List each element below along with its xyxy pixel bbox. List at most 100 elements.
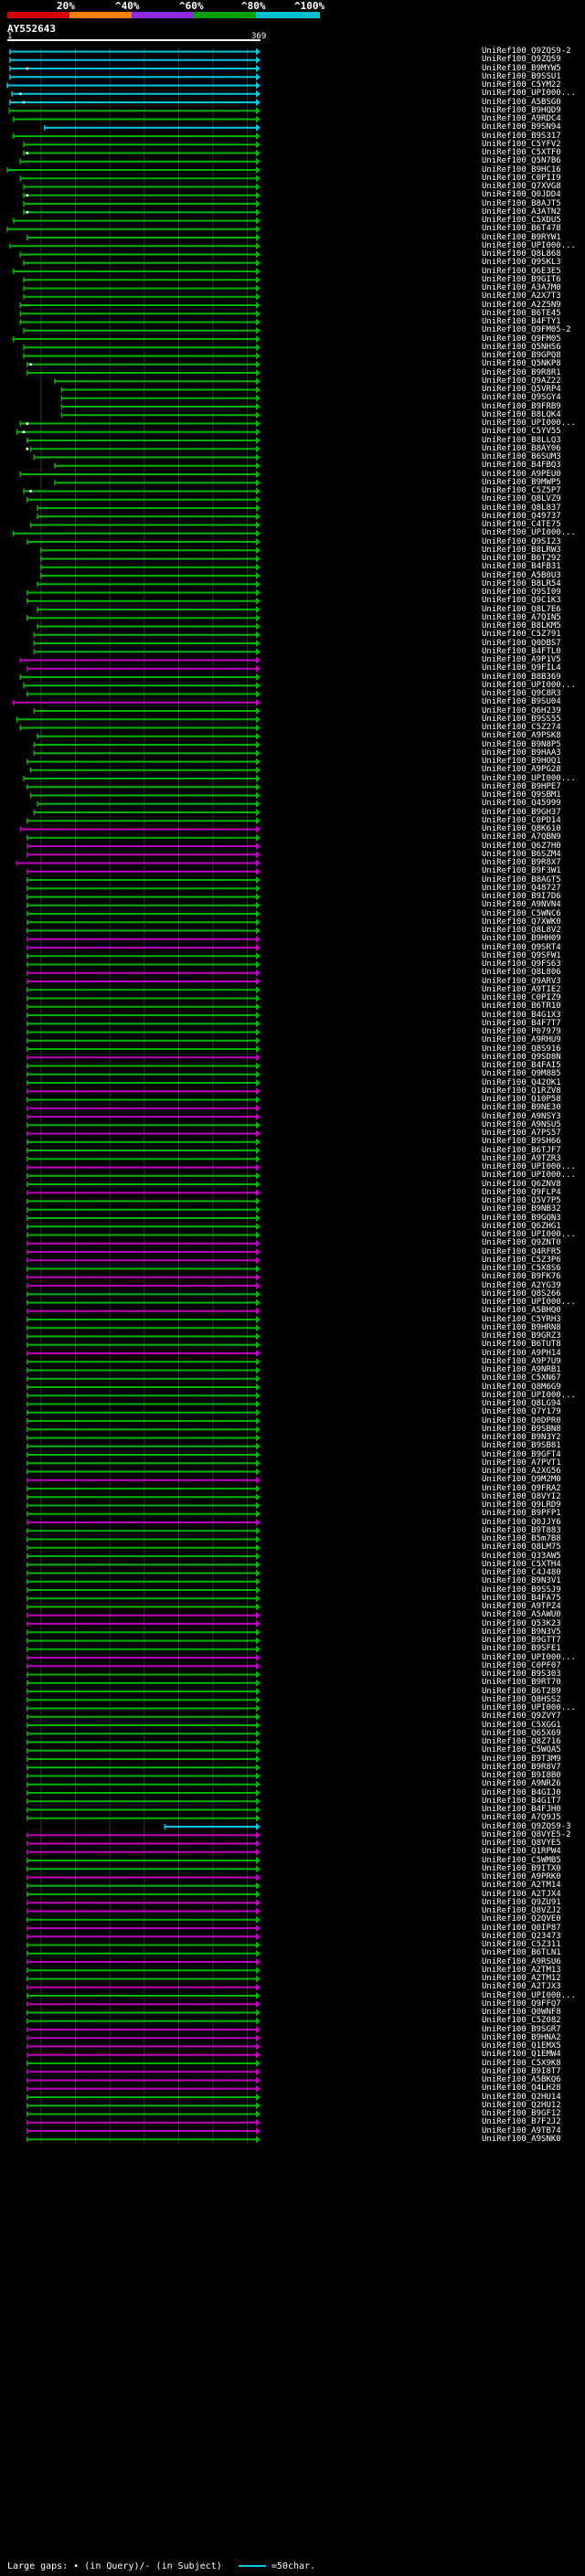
hit-label[interactable]: UniRef100_C5XN67 xyxy=(482,1373,561,1383)
hit-label[interactable]: UniRef100_A2TM12 xyxy=(482,1974,561,1983)
hit-label[interactable]: UniRef100_Q9C1K3 xyxy=(482,596,561,606)
hit-label[interactable]: UniRef100_C0PD14 xyxy=(482,815,561,825)
hit-label[interactable]: UniRef100_B9ITX0 xyxy=(482,1863,561,1873)
hit-label[interactable]: UniRef100_Q8LM75 xyxy=(482,1542,561,1553)
hit-label[interactable]: UniRef100_Q9SBM1 xyxy=(482,790,561,800)
hit-label[interactable]: UniRef100_A9RHU9 xyxy=(482,1035,561,1045)
hit-label[interactable]: UniRef100_Q9ZNT0 xyxy=(482,1238,561,1248)
hit-label[interactable]: UniRef100_Q9SGY4 xyxy=(482,393,561,403)
hit-label[interactable]: UniRef100_B6TR10 xyxy=(482,1002,561,1012)
hit-label[interactable]: UniRef100_B9N3V5 xyxy=(482,1627,561,1637)
hit-label[interactable]: UniRef100_Q65X69 xyxy=(482,1728,561,1738)
hit-label[interactable]: UniRef100_A2Z5N9 xyxy=(482,300,561,310)
hit-label[interactable]: UniRef100_Q9ZVY7 xyxy=(482,1712,561,1722)
hit-label[interactable]: UniRef100_A9TZR3 xyxy=(482,1153,561,1163)
hit-label[interactable]: UniRef100_Q8VYE5 xyxy=(482,1839,561,1848)
hit-label[interactable]: UniRef100_Q9LRD9 xyxy=(482,1500,561,1510)
hit-label[interactable]: UniRef100_A2TJX4 xyxy=(482,1889,561,1899)
hit-label[interactable]: UniRef100_A5AWU0 xyxy=(482,1610,561,1620)
hit-label[interactable]: UniRef100_A2TJX3 xyxy=(482,1982,561,1992)
hit-label[interactable]: UniRef100_A5BSG0 xyxy=(482,97,561,107)
hit-label[interactable]: UniRef100_Q8L7E6 xyxy=(482,604,561,614)
hit-label[interactable]: UniRef100_UPI000... xyxy=(482,1162,576,1171)
hit-label[interactable]: UniRef100_B6SUM3 xyxy=(482,452,561,461)
hit-label[interactable]: UniRef100_B9FK76 xyxy=(482,1272,561,1282)
hit-label[interactable]: UniRef100_A9TIE2 xyxy=(482,984,561,994)
hit-label[interactable]: UniRef100_B9HAA3 xyxy=(482,747,561,758)
hit-label[interactable]: UniRef100_Q8LG94 xyxy=(482,1399,561,1408)
hit-label[interactable]: UniRef100_B8LR54 xyxy=(482,578,561,588)
hit-label[interactable]: UniRef100_Q9SI09 xyxy=(482,588,561,597)
hit-label[interactable]: UniRef100_Q4RFR5 xyxy=(482,1246,561,1256)
hit-label[interactable]: UniRef100_A9NSY3 xyxy=(482,1111,561,1121)
hit-label[interactable]: UniRef100_Q9SRT4 xyxy=(482,942,561,952)
hit-label[interactable]: UniRef100_Q53K23 xyxy=(482,1618,561,1628)
hit-label[interactable]: UniRef100_Q9FRA2 xyxy=(482,1483,561,1493)
hit-label[interactable]: UniRef100_B9HH09 xyxy=(482,934,561,944)
hit-label[interactable]: UniRef100_B9GF12 xyxy=(482,2109,561,2118)
hit-label[interactable]: UniRef100_Q9M2M0 xyxy=(482,1475,561,1485)
hit-label[interactable]: UniRef100_A2YG39 xyxy=(482,1280,561,1290)
hit-label[interactable]: UniRef100_C5XTF0 xyxy=(482,148,561,157)
hit-label[interactable]: UniRef100_Q9AZ22 xyxy=(482,376,561,386)
hit-label[interactable]: UniRef100_A5BHQ0 xyxy=(482,1306,561,1316)
hit-label[interactable]: UniRef100_B8AJT5 xyxy=(482,198,561,208)
hit-label[interactable]: UniRef100_Q33AW5 xyxy=(482,1551,561,1561)
hit-label[interactable]: UniRef100_C5YRH3 xyxy=(482,1314,561,1324)
hit-label[interactable]: UniRef100_B9GQN3 xyxy=(482,1213,561,1223)
hit-label[interactable]: UniRef100_B8LKM5 xyxy=(482,621,561,631)
hit-label[interactable]: UniRef100_B4FJH0 xyxy=(482,1805,561,1814)
hit-label[interactable]: UniRef100_A9RDC4 xyxy=(482,114,561,123)
hit-label[interactable]: UniRef100_Q9SI23 xyxy=(482,536,561,546)
hit-label[interactable]: UniRef100_B9I8T7 xyxy=(482,2066,561,2076)
hit-label[interactable]: UniRef100_Q0DBS7 xyxy=(482,638,561,648)
hit-label[interactable]: UniRef100_A9NSU5 xyxy=(482,1119,561,1129)
hit-label[interactable]: UniRef100_C0PII9 xyxy=(482,173,561,183)
hit-label[interactable]: UniRef100_Q9C8R3 xyxy=(482,689,561,698)
hit-label[interactable]: UniRef100_Q1RPW4 xyxy=(482,1847,561,1857)
hit-label[interactable]: UniRef100_Q7XWK0 xyxy=(482,917,561,927)
hit-label[interactable]: UniRef100_A9PH14 xyxy=(482,1348,561,1358)
hit-label[interactable]: UniRef100_B9FRB9 xyxy=(482,401,561,411)
hit-label[interactable]: UniRef100_B4F7T7 xyxy=(482,1018,561,1028)
hit-label[interactable]: UniRef100_Q45999 xyxy=(482,799,561,809)
hit-label[interactable]: UniRef100_B9SB81 xyxy=(482,1441,561,1451)
hit-label[interactable]: UniRef100_A9PSK8 xyxy=(482,731,561,741)
hit-label[interactable]: UniRef100_A9SNK0 xyxy=(482,2134,561,2144)
hit-label[interactable]: UniRef100_Q0JDD4 xyxy=(482,190,561,200)
hit-label[interactable]: UniRef100_Q7XVG8 xyxy=(482,182,561,191)
hit-label[interactable]: UniRef100_P07979 xyxy=(482,1027,561,1036)
hit-label[interactable]: UniRef100_B9HPE7 xyxy=(482,781,561,791)
hit-label[interactable]: UniRef100_A2TM13 xyxy=(482,1965,561,1975)
hit-label[interactable]: UniRef100_Q10P58 xyxy=(482,1095,561,1104)
hit-label[interactable]: UniRef100_Q2HU14 xyxy=(482,2092,561,2102)
hit-label[interactable]: UniRef100_Q9SD8N xyxy=(482,1052,561,1062)
hit-label[interactable]: UniRef100_B9GIT6 xyxy=(482,274,561,284)
hit-label[interactable]: UniRef100_Q8M6G9 xyxy=(482,1382,561,1392)
hit-label[interactable]: UniRef100_Q1EMW4 xyxy=(482,2050,561,2060)
hit-label[interactable]: UniRef100_UPI000... xyxy=(482,1230,576,1239)
hit-label[interactable]: UniRef100_B4G1X3 xyxy=(482,1010,561,1020)
hit-label[interactable]: UniRef100_A9P7U9 xyxy=(482,1356,561,1366)
hit-label[interactable]: UniRef100_UPI000... xyxy=(482,773,576,783)
hit-label[interactable]: UniRef100_B9HNA2 xyxy=(482,2032,561,2042)
hit-label[interactable]: UniRef100_B9HOQ1 xyxy=(482,757,561,766)
hit-label[interactable]: UniRef100_UPI000... xyxy=(482,1703,576,1712)
hit-label[interactable]: UniRef100_A7QBN9 xyxy=(482,832,561,843)
hit-label[interactable]: UniRef100_Q8L8V2 xyxy=(482,926,561,935)
hit-label[interactable]: UniRef100_B9HRN8 xyxy=(482,1322,561,1332)
hit-label[interactable]: UniRef100_Q9FM05-2 xyxy=(482,325,571,335)
hit-label[interactable]: UniRef100_Q8LVZ9 xyxy=(482,494,561,504)
hit-label[interactable]: UniRef100_Q5VRP4 xyxy=(482,385,561,394)
hit-label[interactable]: UniRef100_Q6ZNV8 xyxy=(482,1179,561,1189)
hit-label[interactable]: UniRef100_B9HC16 xyxy=(482,164,561,175)
hit-label[interactable]: UniRef100_B6T292 xyxy=(482,554,561,563)
hit-label[interactable]: UniRef100_Q6ZHG1 xyxy=(482,1221,561,1231)
hit-label[interactable]: UniRef100_UPI000... xyxy=(482,1390,576,1400)
hit-label[interactable]: UniRef100_Q1EMX5 xyxy=(482,2041,561,2051)
hit-label[interactable]: UniRef100_B8LRW3 xyxy=(482,545,561,555)
hit-label[interactable]: UniRef100_B9SSU1 xyxy=(482,71,561,81)
hit-label[interactable]: UniRef100_C5Z3P6 xyxy=(482,1255,561,1265)
hit-label[interactable]: UniRef100_Q0WNF8 xyxy=(482,2008,561,2017)
hit-label[interactable]: UniRef100_B9NE30 xyxy=(482,1103,561,1113)
